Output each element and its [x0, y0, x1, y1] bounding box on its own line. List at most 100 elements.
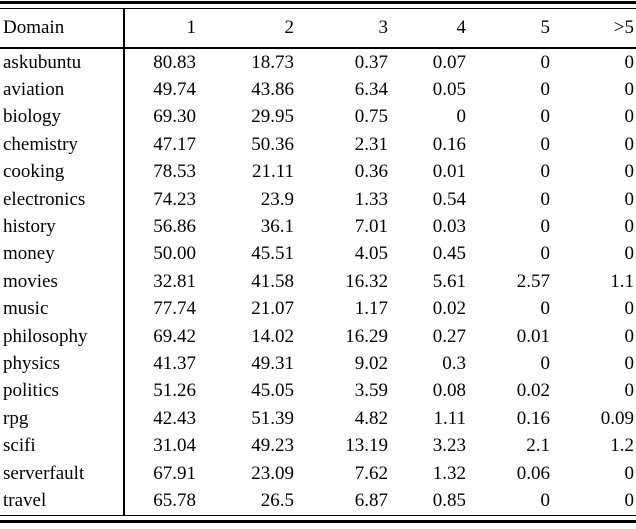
table-row: askubuntu 80.83 18.73 0.37 0.07 0 0: [0, 48, 636, 77]
table-body: askubuntu 80.83 18.73 0.37 0.07 0 0 aviation 49.…: [0, 48, 636, 516]
domain-cell: money: [0, 240, 125, 269]
value-cell: 69.30: [153, 106, 196, 128]
value-cell: 0: [624, 352, 635, 374]
table-row: rpg 42.43 51.39 4.82 1.11 0.16 0.09: [0, 405, 636, 433]
value-cell: 0: [540, 161, 551, 183]
table-row: money 50.00 45.51 4.05 0.45 0 0: [0, 240, 636, 269]
value-cell: 1.1: [610, 270, 634, 292]
domain-cell: scifi: [0, 432, 125, 460]
table-row: politics 51.26 45.05 3.59 0.08 0.02 0: [0, 377, 636, 406]
table-row: movies 32.81 41.58 16.32 5.61 2.57 1.1: [0, 268, 636, 296]
value-cell: 0.03: [432, 216, 466, 238]
value-cell: 13.19: [345, 435, 388, 457]
value-cell: 0.01: [432, 161, 466, 183]
value-cell: 7.01: [354, 216, 388, 238]
column-header: 4: [388, 8, 466, 49]
column-header: 5: [466, 8, 550, 49]
table-row: travel 65.78 26.5 6.87 0.85 0 0: [0, 487, 636, 516]
value-cell: 51.39: [251, 407, 294, 429]
value-cell: 45.05: [251, 380, 294, 402]
value-cell: 0: [624, 133, 635, 155]
value-cell: 50.00: [153, 243, 196, 265]
value-cell: 74.23: [153, 188, 196, 210]
value-cell: 0.36: [354, 161, 388, 183]
domain-cell: askubuntu: [0, 48, 125, 77]
column-header-domain: Domain: [0, 8, 125, 49]
value-cell: 23.09: [251, 462, 294, 484]
value-cell: 0: [456, 106, 467, 128]
value-cell: 0: [624, 216, 635, 238]
value-cell: 51.26: [153, 380, 196, 402]
value-cell: 0.27: [432, 325, 466, 347]
value-cell: 0: [624, 462, 635, 484]
value-cell: 26.5: [260, 489, 294, 511]
value-cell: 0: [540, 216, 551, 238]
value-cell: 1.11: [433, 407, 466, 429]
value-cell: 47.17: [153, 133, 196, 155]
table-row: music 77.74 21.07 1.17 0.02 0 0: [0, 295, 636, 323]
value-cell: 0: [540, 489, 551, 511]
value-cell: 0.16: [432, 133, 466, 155]
domain-cell: philosophy: [0, 322, 125, 351]
table-row: serverfault 67.91 23.09 7.62 1.32 0.06 0: [0, 459, 636, 488]
domain-cell: travel: [0, 487, 125, 516]
value-cell: 0.07: [432, 51, 466, 73]
value-cell: 2.31: [354, 133, 388, 155]
value-cell: 0: [624, 380, 635, 402]
table-row: chemistry 47.17 50.36 2.31 0.16 0 0: [0, 131, 636, 159]
value-cell: 32.81: [153, 270, 196, 292]
value-cell: 0: [624, 79, 635, 101]
value-cell: 67.91: [153, 462, 196, 484]
domain-cell: electronics: [0, 185, 125, 214]
value-cell: 49.74: [153, 79, 196, 101]
value-cell: 80.83: [153, 51, 196, 73]
value-cell: 0.02: [516, 380, 550, 402]
value-cell: 0.01: [516, 325, 550, 347]
value-cell: 0: [540, 79, 551, 101]
column-header: >5: [550, 8, 636, 49]
value-cell: 0: [624, 243, 635, 265]
value-cell: 78.53: [153, 161, 196, 183]
value-cell: 77.74: [153, 298, 196, 320]
domain-cell: rpg: [0, 405, 125, 433]
value-cell: 6.34: [354, 79, 388, 101]
value-cell: 43.86: [251, 79, 294, 101]
value-cell: 49.23: [251, 435, 294, 457]
value-cell: 1.32: [432, 462, 466, 484]
value-cell: 41.58: [251, 270, 294, 292]
value-cell: 45.51: [251, 243, 294, 265]
value-cell: 2.57: [516, 270, 550, 292]
value-cell: 9.02: [354, 352, 388, 374]
domain-distribution-table: Domain 1 2 3 4 5 >5 askubuntu 80.83 18.73 0.37 0.0…: [0, 8, 636, 516]
domain-cell: cooking: [0, 158, 125, 186]
table-row: scifi 31.04 49.23 13.19 3.23 2.1 1.2: [0, 432, 636, 460]
value-cell: 21.11: [251, 161, 294, 183]
value-cell: 6.87: [354, 489, 388, 511]
value-cell: 0.05: [432, 79, 466, 101]
domain-cell: politics: [0, 377, 125, 406]
column-header: 2: [196, 8, 294, 49]
value-cell: 21.07: [251, 298, 294, 320]
domain-cell: music: [0, 295, 125, 323]
value-cell: 0.09: [600, 407, 634, 429]
domain-cell: aviation: [0, 76, 125, 104]
table-row: electronics 74.23 23.9 1.33 0.54 0 0: [0, 185, 636, 214]
value-cell: 0.06: [516, 462, 550, 484]
value-cell: 1.17: [354, 298, 388, 320]
value-cell: 4.05: [354, 243, 388, 265]
value-cell: 0.85: [432, 489, 466, 511]
value-cell: 36.1: [260, 216, 294, 238]
value-cell: 29.95: [251, 106, 294, 128]
column-header: 1: [124, 8, 196, 49]
value-cell: 0.3: [442, 352, 466, 374]
value-cell: 65.78: [153, 489, 196, 511]
table-row: philosophy 69.42 14.02 16.29 0.27 0.01 0: [0, 322, 636, 351]
value-cell: 0.16: [516, 407, 550, 429]
value-cell: 16.32: [345, 270, 388, 292]
value-cell: 1.2: [610, 435, 634, 457]
value-cell: 7.62: [354, 462, 388, 484]
value-cell: 0: [624, 106, 635, 128]
domain-cell: serverfault: [0, 459, 125, 488]
value-cell: 2.1: [526, 435, 550, 457]
